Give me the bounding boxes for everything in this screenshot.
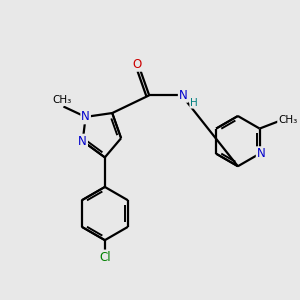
Text: N: N [179,89,188,102]
Text: Cl: Cl [99,250,111,263]
Text: N: N [257,147,266,160]
Text: N: N [78,135,87,148]
Text: N: N [81,110,90,123]
Text: H: H [190,98,198,108]
Text: CH₃: CH₃ [52,95,72,105]
Text: CH₃: CH₃ [278,115,297,125]
Text: O: O [133,58,142,71]
